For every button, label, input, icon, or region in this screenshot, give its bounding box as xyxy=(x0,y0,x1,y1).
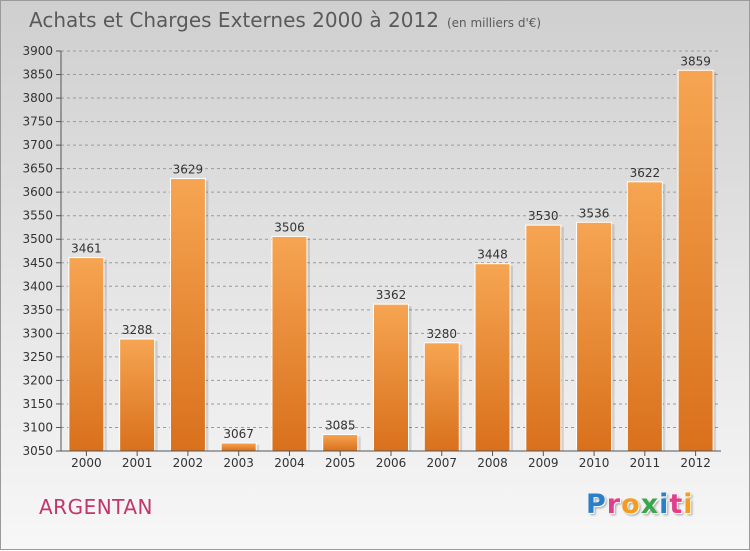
bar xyxy=(474,263,511,452)
x-tick-label: 2005 xyxy=(325,456,356,470)
x-tick-label: 2002 xyxy=(173,456,204,470)
y-tick-label: 3400 xyxy=(22,279,53,293)
logo-letter: t xyxy=(669,489,684,520)
bar xyxy=(576,221,613,452)
y-tick-label: 3750 xyxy=(22,115,53,129)
logo-letter: i xyxy=(659,489,670,520)
data-label: 3530 xyxy=(528,209,559,223)
bar xyxy=(271,235,308,452)
bar xyxy=(169,178,206,452)
y-tick-label: 3300 xyxy=(22,326,53,340)
data-label: 3288 xyxy=(122,323,153,337)
proxiti-logo: Proxiti xyxy=(586,489,694,520)
data-label: 3506 xyxy=(274,220,305,234)
bar xyxy=(119,338,156,452)
y-tick-label: 3500 xyxy=(22,232,53,246)
x-tick-label: 2006 xyxy=(376,456,407,470)
bar xyxy=(525,224,562,452)
data-label: 3629 xyxy=(173,163,204,177)
axes: 3050 3100 3150 3200 3250 3300 3350 3400 3450 3500… xyxy=(22,44,721,470)
chart-title: Achats et Charges Externes 2000 à 2012 xyxy=(29,8,439,32)
logo-letter: P xyxy=(586,489,607,520)
x-tick-label: 2007 xyxy=(426,456,457,470)
data-label: 3067 xyxy=(223,427,254,441)
y-tick-label: 3650 xyxy=(22,162,53,176)
bar xyxy=(626,181,663,452)
y-tick-label: 3900 xyxy=(22,44,53,58)
bar xyxy=(373,303,409,452)
data-label: 3536 xyxy=(579,206,610,220)
bar xyxy=(220,442,257,452)
data-label: 3461 xyxy=(71,242,102,256)
x-tick-label: 2003 xyxy=(223,456,254,470)
bar xyxy=(677,69,714,452)
y-tick-label: 3150 xyxy=(22,397,53,411)
data-labels: 3461 3288 3629 3067 3506 3085 3362 3280 3448 3530… xyxy=(71,54,711,441)
y-tick-label: 3200 xyxy=(22,373,53,387)
y-tick-label: 3250 xyxy=(22,350,53,364)
bar xyxy=(68,257,105,452)
x-tick-label: 2009 xyxy=(528,456,559,470)
chart-unit: (en milliers d'€) xyxy=(446,16,542,30)
data-label: 3448 xyxy=(477,248,508,262)
bars xyxy=(68,69,717,452)
logo-letter: x xyxy=(640,489,660,520)
y-tick-label: 3050 xyxy=(22,444,53,458)
x-tick-label: 2000 xyxy=(71,456,102,470)
chart-title-block: Achats et Charges Externes 2000 à 2012 (e… xyxy=(29,8,541,32)
y-tick-label: 3700 xyxy=(22,138,53,152)
y-tick-label: 3600 xyxy=(22,185,53,199)
logo-letter: o xyxy=(621,489,641,520)
y-tick-label: 3550 xyxy=(22,209,53,223)
x-tick-label: 2001 xyxy=(122,456,153,470)
y-tick-label: 3850 xyxy=(22,68,53,82)
data-label: 3622 xyxy=(630,166,661,180)
x-tick-label: 2008 xyxy=(477,456,508,470)
y-tick-label: 3450 xyxy=(22,256,53,270)
logo-letter: r xyxy=(606,489,622,520)
x-tick-label: 2004 xyxy=(274,456,305,470)
bar xyxy=(322,434,359,452)
x-tick-label: 2012 xyxy=(680,456,711,470)
y-tick-label: 3350 xyxy=(22,303,53,317)
data-label: 3085 xyxy=(325,419,356,433)
city-name: ARGENTAN xyxy=(39,495,153,519)
logo-letter: i xyxy=(683,489,694,520)
y-tick-label: 3800 xyxy=(22,91,53,105)
data-label: 3280 xyxy=(426,327,457,341)
x-tick-label: 2010 xyxy=(579,456,610,470)
data-label: 3362 xyxy=(376,288,407,302)
x-tick-label: 2011 xyxy=(630,456,661,470)
y-tick-label: 3100 xyxy=(22,420,53,434)
data-label: 3859 xyxy=(680,54,711,68)
bar xyxy=(423,342,460,452)
